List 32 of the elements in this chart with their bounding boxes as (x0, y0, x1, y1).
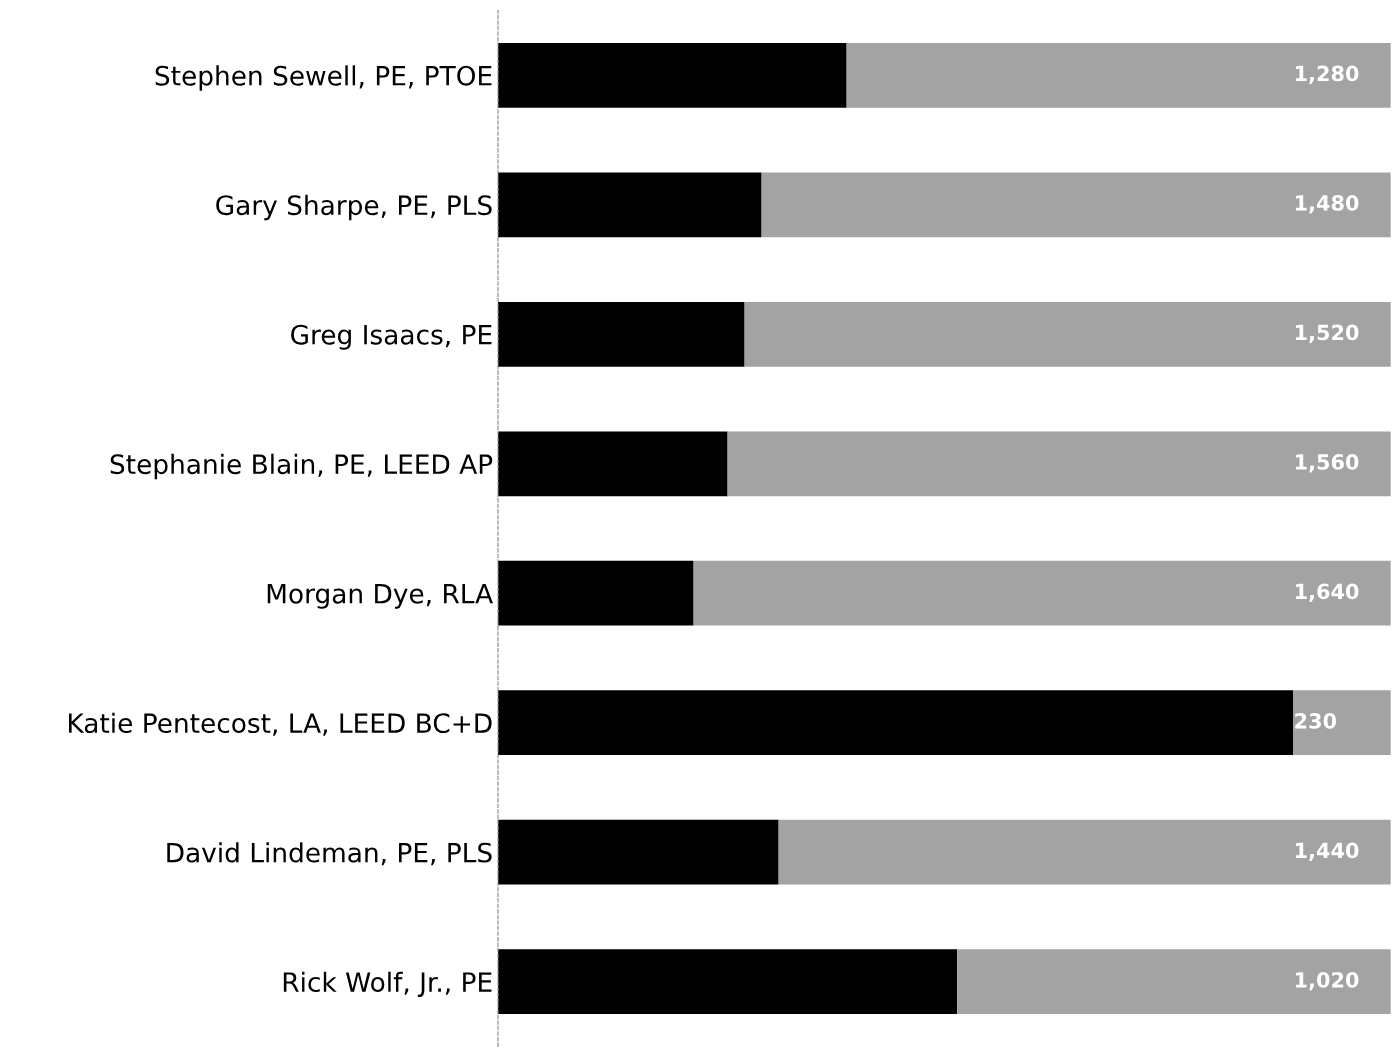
y-tick-label: Rick Wolf, Jr., PE (283, 971, 492, 997)
y-tick-label: David Lindeman, PE, PLS (167, 842, 492, 866)
data-label: 1,480 (1295, 195, 1359, 214)
bar (498, 819, 779, 885)
data-label: 1,640 (1295, 583, 1359, 602)
bar (498, 560, 694, 626)
bar (846, 42, 1391, 108)
bar (693, 560, 1391, 626)
y-tick-label: Katie Pentecost, LA, LEED BC+D (69, 712, 492, 736)
bar (727, 431, 1391, 497)
bar (957, 949, 1391, 1015)
bar (498, 42, 847, 108)
bar (778, 819, 1391, 885)
bar (1293, 690, 1391, 756)
data-label: 230 (1295, 713, 1337, 729)
data-label: 1,020 (1295, 971, 1359, 991)
bar (498, 690, 1294, 756)
bar (761, 172, 1391, 238)
data-label: 1,520 (1295, 324, 1359, 343)
data-label: 1,560 (1295, 454, 1359, 473)
bar (498, 949, 958, 1015)
y-tick-label: Gary Sharpe, PE, PLS (216, 194, 492, 221)
bar (498, 301, 745, 367)
bar (498, 172, 762, 238)
y-tick-label: Greg Isaacs, PE (291, 324, 492, 350)
bar (744, 301, 1391, 367)
bar (498, 431, 728, 497)
y-tick-label: Stephen Sewell, PE, PTOE (155, 65, 492, 91)
y-tick-label: Morgan Dye, RLA (267, 584, 493, 609)
y-tick-label: Stephanie Blain, PE, LEED AP (110, 453, 493, 480)
data-label: 1,440 (1295, 842, 1359, 861)
data-label: 1,280 (1295, 65, 1359, 85)
